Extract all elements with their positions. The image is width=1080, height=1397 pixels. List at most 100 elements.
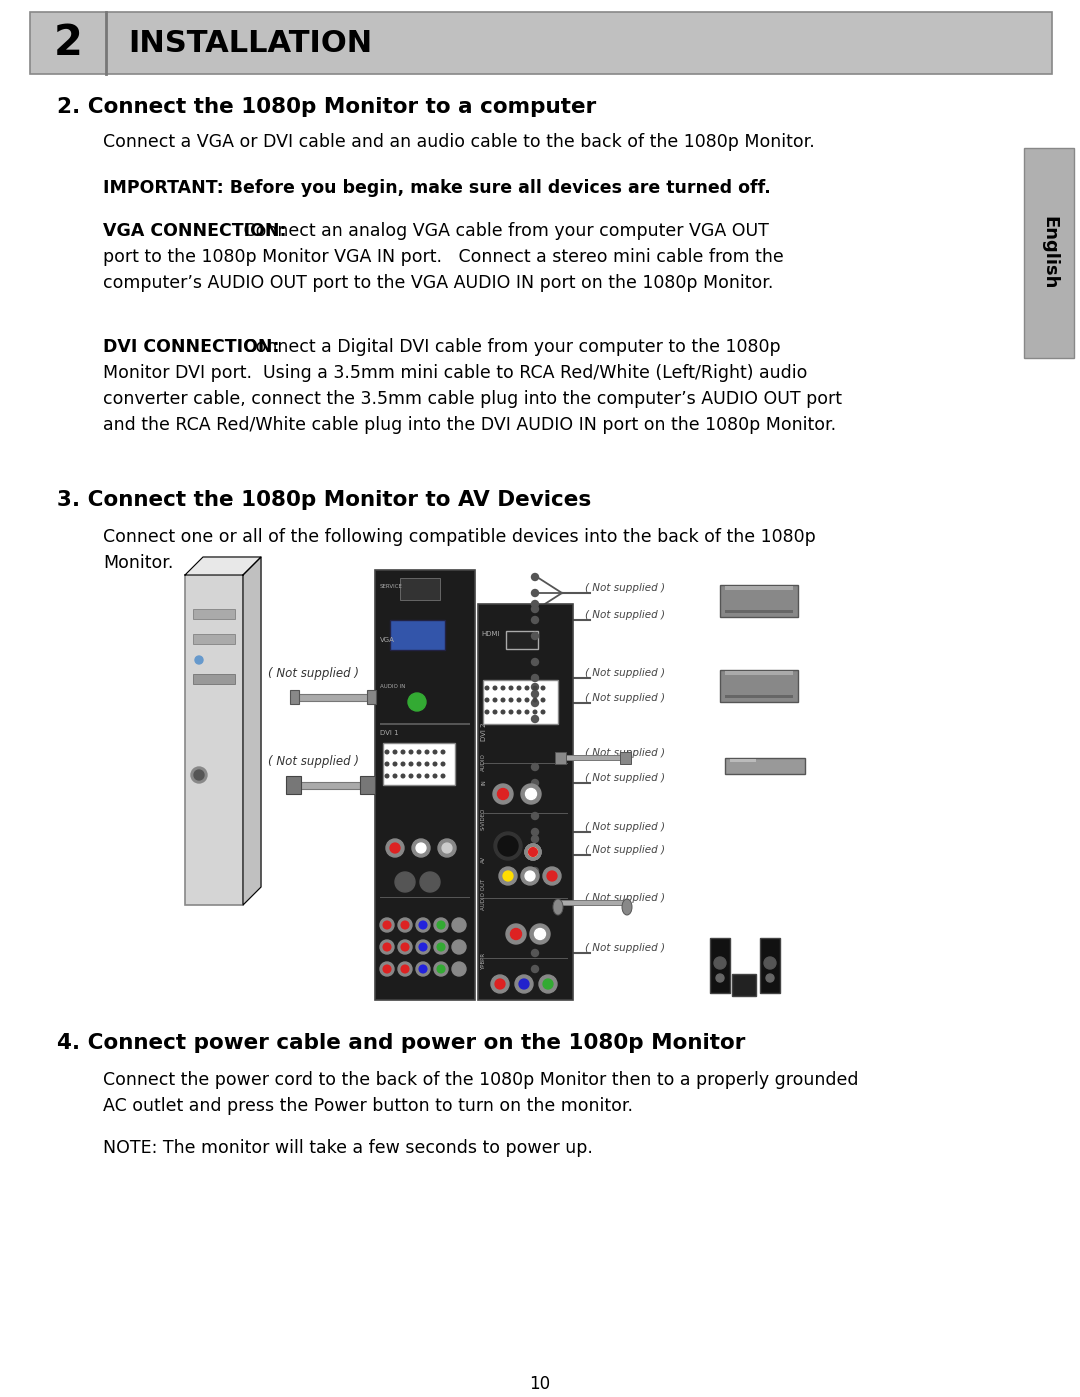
Text: DVI 2: DVI 2 — [481, 722, 487, 740]
Circle shape — [764, 957, 777, 970]
Circle shape — [531, 675, 539, 682]
Circle shape — [416, 918, 430, 932]
Circle shape — [498, 835, 518, 856]
Text: AUDIO OUT: AUDIO OUT — [481, 879, 486, 909]
Circle shape — [455, 921, 463, 929]
Circle shape — [395, 872, 415, 893]
Circle shape — [485, 686, 489, 690]
Circle shape — [442, 763, 445, 766]
Circle shape — [501, 698, 504, 701]
Text: 4. Connect power cable and power on the 1080p Monitor: 4. Connect power cable and power on the … — [57, 1032, 745, 1053]
Bar — [193, 609, 235, 619]
Circle shape — [531, 795, 539, 802]
Circle shape — [528, 848, 538, 856]
Circle shape — [409, 763, 413, 766]
Circle shape — [380, 940, 394, 954]
Circle shape — [420, 872, 440, 893]
Text: VGA: VGA — [380, 637, 395, 643]
Circle shape — [455, 965, 463, 972]
Text: AC outlet and press the Power button to turn on the monitor.: AC outlet and press the Power button to … — [103, 1097, 633, 1115]
Circle shape — [433, 774, 436, 778]
Text: ( Not supplied ): ( Not supplied ) — [585, 845, 665, 855]
Circle shape — [531, 574, 539, 581]
Circle shape — [419, 943, 427, 951]
Circle shape — [517, 698, 521, 701]
Text: INSTALLATION: INSTALLATION — [129, 28, 373, 57]
Circle shape — [437, 921, 445, 929]
Circle shape — [714, 957, 726, 970]
Text: ( Not supplied ): ( Not supplied ) — [585, 610, 665, 620]
Circle shape — [531, 950, 539, 957]
Bar — [565, 754, 620, 760]
Circle shape — [494, 686, 497, 690]
Bar — [483, 763, 568, 764]
Circle shape — [531, 690, 539, 697]
Text: ( Not supplied ): ( Not supplied ) — [268, 754, 359, 768]
Circle shape — [390, 842, 400, 854]
Circle shape — [531, 683, 539, 690]
Circle shape — [437, 943, 445, 951]
Circle shape — [442, 774, 445, 778]
Circle shape — [517, 686, 521, 690]
Text: AUDIO IN: AUDIO IN — [380, 685, 405, 689]
Bar — [725, 585, 793, 590]
Circle shape — [525, 844, 541, 861]
Bar — [561, 900, 625, 905]
Bar — [383, 743, 455, 785]
Bar — [620, 752, 631, 764]
Circle shape — [383, 921, 391, 929]
Circle shape — [416, 963, 430, 977]
Circle shape — [530, 923, 550, 944]
Bar — [725, 671, 793, 675]
Ellipse shape — [553, 900, 563, 915]
Circle shape — [539, 975, 557, 993]
Circle shape — [438, 840, 456, 856]
Circle shape — [401, 943, 409, 951]
Circle shape — [766, 974, 774, 982]
Circle shape — [401, 921, 409, 929]
Circle shape — [531, 764, 539, 771]
Circle shape — [501, 710, 504, 714]
Text: 2: 2 — [54, 22, 82, 64]
Circle shape — [528, 848, 538, 856]
Text: 10: 10 — [529, 1375, 551, 1393]
Circle shape — [531, 965, 539, 972]
Circle shape — [434, 918, 448, 932]
Circle shape — [543, 979, 553, 989]
Circle shape — [531, 835, 539, 842]
Bar — [298, 694, 368, 701]
Circle shape — [191, 767, 207, 782]
Circle shape — [426, 763, 429, 766]
Text: Connect an analog VGA cable from your computer VGA OUT: Connect an analog VGA cable from your co… — [238, 222, 769, 240]
Text: Connect one or all of the following compatible devices into the back of the 1080: Connect one or all of the following comp… — [103, 528, 815, 546]
Circle shape — [503, 872, 513, 882]
Circle shape — [417, 750, 421, 754]
Circle shape — [531, 813, 539, 820]
Text: and the RCA Red/White cable plug into the DVI AUDIO IN port on the 1080p Monitor: and the RCA Red/White cable plug into th… — [103, 416, 836, 434]
Bar — [483, 897, 568, 900]
Circle shape — [419, 921, 427, 929]
Text: Monitor.: Monitor. — [103, 555, 174, 571]
Circle shape — [401, 750, 405, 754]
Bar — [193, 673, 235, 685]
Circle shape — [531, 616, 539, 623]
Circle shape — [541, 698, 544, 701]
Circle shape — [417, 763, 421, 766]
Circle shape — [528, 848, 538, 856]
Circle shape — [531, 633, 539, 640]
Circle shape — [531, 780, 539, 787]
Text: English: English — [1040, 217, 1058, 289]
Circle shape — [521, 784, 541, 805]
Text: ( Not supplied ): ( Not supplied ) — [268, 666, 359, 680]
Circle shape — [494, 833, 522, 861]
Circle shape — [531, 852, 539, 859]
Circle shape — [541, 710, 544, 714]
Circle shape — [386, 763, 389, 766]
Circle shape — [416, 842, 426, 854]
Circle shape — [521, 868, 539, 886]
Text: ( Not supplied ): ( Not supplied ) — [585, 668, 665, 678]
Circle shape — [534, 686, 537, 690]
Text: SERVICE: SERVICE — [380, 584, 403, 590]
Circle shape — [386, 774, 389, 778]
Circle shape — [393, 763, 396, 766]
